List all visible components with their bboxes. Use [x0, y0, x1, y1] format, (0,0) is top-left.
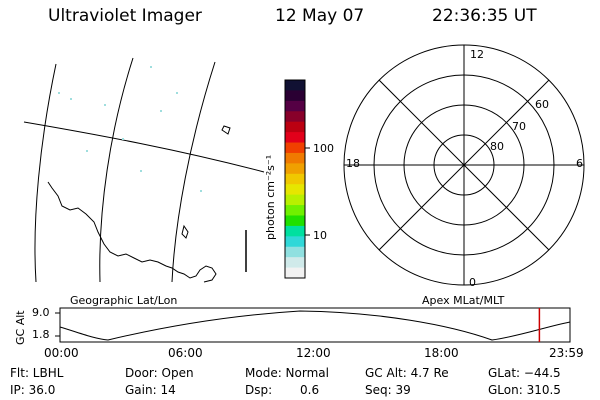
- map-latitude-line: [23, 121, 265, 173]
- time-tick-1200: 12:00: [296, 346, 331, 360]
- time-tick-0600: 06:00: [168, 346, 203, 360]
- glat-info: GLat: −44.5: [488, 366, 561, 380]
- ip-info: IP: 36.0: [10, 383, 56, 397]
- colorbar-cell: [285, 121, 305, 133]
- colorbar-tick-10: 10: [313, 229, 327, 242]
- map-island: [181, 224, 189, 239]
- colorbar-cell: [285, 246, 305, 258]
- glon-info: GLon: 310.5: [488, 383, 561, 397]
- mlat-label-70: 70: [512, 120, 526, 133]
- gain-info: Gain: 14: [125, 383, 176, 397]
- map-meridian-3: [171, 61, 216, 283]
- dsp-label: Dsp:: [245, 383, 273, 397]
- altitude-tick-9: 9.0: [32, 306, 50, 319]
- colorbar-cell: [285, 225, 305, 237]
- map-meridian-1: [34, 63, 57, 283]
- mlt-label-6: 6: [576, 157, 583, 170]
- colorbar-cell: [285, 90, 305, 102]
- altitude-tick-1-8: 1.8: [32, 328, 50, 341]
- time-tick-1800: 18:00: [424, 346, 459, 360]
- colorbar-cell: [285, 184, 305, 196]
- polar-caption: Apex MLat/MLT: [422, 294, 505, 307]
- instrument-title: Ultraviolet Imager: [48, 6, 202, 26]
- mode-info: Mode: Normal: [245, 366, 329, 380]
- mlt-label-18: 18: [346, 157, 360, 170]
- filter-info: Flt: LBHL: [10, 366, 64, 380]
- colorbar-cell: [285, 236, 305, 248]
- colorbar-cell: [285, 163, 305, 175]
- altitude-curve: [59, 310, 571, 341]
- time-tick-0000: 00:00: [44, 346, 79, 360]
- altitude-axis-label: GC Alt: [14, 310, 27, 345]
- colorbar-cell: [285, 152, 305, 164]
- seq-info: Seq: 39: [365, 383, 411, 397]
- colorbar-cell: [285, 142, 305, 154]
- colorbar-cell: [285, 194, 305, 206]
- time-tick-2359: 23:59: [549, 346, 584, 360]
- observation-date: 12 May 07: [275, 6, 365, 26]
- colorbar-cell: [285, 100, 305, 112]
- colorbar-cell: [285, 132, 305, 144]
- map-coastline: [47, 181, 217, 283]
- gc-alt-info: GC Alt: 4.7 Re: [365, 366, 449, 380]
- colorbar-cell: [285, 173, 305, 185]
- mlt-label-12: 12: [470, 48, 484, 61]
- colorbar-tick-100: 100: [313, 142, 334, 155]
- dsp-value: 0.6: [300, 383, 320, 397]
- mlt-label-0: 0: [469, 276, 476, 289]
- observation-time: 22:36:35 UT: [432, 6, 537, 26]
- colorbar-cell: [285, 80, 305, 91]
- colorbar-cell: [285, 267, 305, 279]
- colorbar-cell: [285, 257, 305, 269]
- mlat-label-80: 80: [490, 140, 504, 153]
- door-info: Door: Open: [125, 366, 194, 380]
- colorbar-cell: [285, 215, 305, 227]
- colorbar-cell: [285, 205, 305, 216]
- colorbar-cell: [285, 111, 305, 123]
- map-meridian-2: [99, 57, 134, 283]
- map-island-2: [221, 125, 231, 135]
- map-caption: Geographic Lat/Lon: [70, 294, 178, 307]
- mlat-label-60: 60: [535, 98, 549, 111]
- colorbar-unit-label: photon cm⁻²s⁻¹: [264, 154, 277, 240]
